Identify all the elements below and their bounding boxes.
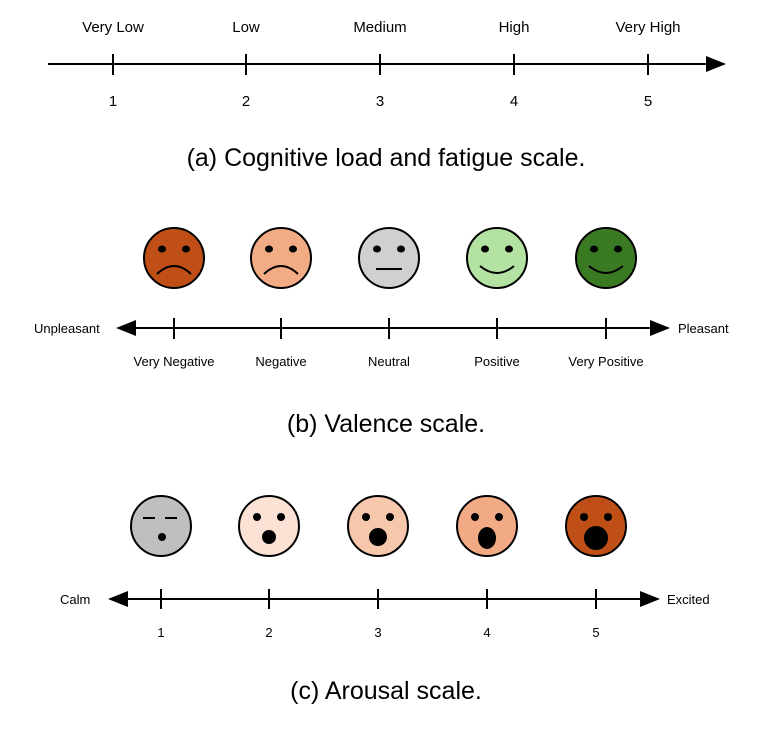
cognitive-number-label: 1 — [109, 93, 117, 110]
face-eye — [277, 513, 285, 521]
cognitive-number-label: 4 — [510, 93, 518, 110]
face-eye — [386, 513, 394, 521]
cognitive-number-label: 5 — [644, 93, 652, 110]
arousal-caption: (c) Arousal scale. — [290, 677, 482, 705]
cognitive-level-label: Very Low — [82, 19, 144, 36]
cognitive-level-label: Low — [232, 19, 260, 36]
cognitive-caption: (a) Cognitive load and fatigue scale. — [187, 144, 586, 172]
face-eye — [590, 245, 598, 253]
face-eye — [362, 513, 370, 521]
face-eye — [373, 245, 381, 253]
arousal-face-icon — [456, 495, 518, 557]
arousal-number-label: 2 — [265, 625, 272, 640]
cognitive-scale: Very Low 1 Low 2 Medium 3 High 4 Very High 5 (a) … — [48, 19, 726, 172]
face-eye — [253, 513, 261, 521]
cognitive-number-label: 3 — [376, 93, 384, 110]
arousal-face-icon — [238, 495, 300, 557]
arousal-number-label: 4 — [483, 625, 490, 640]
face-eye — [265, 245, 273, 253]
arousal-left-label: Calm — [60, 592, 90, 607]
face-eye — [158, 245, 166, 253]
valence-level-label: Very Positive — [568, 354, 643, 369]
arousal-number-label: 1 — [157, 625, 164, 640]
valence-level-label: Very Negative — [134, 354, 215, 369]
arousal-number-label: 5 — [592, 625, 599, 640]
valence-level-label: Negative — [255, 354, 306, 369]
face-eye — [604, 513, 612, 521]
face-mouth — [479, 265, 515, 274]
arousal-face-icon — [565, 495, 627, 557]
face-eye — [182, 245, 190, 253]
cognitive-level-label: Very High — [615, 19, 680, 36]
face-circle — [347, 495, 409, 557]
face-mouth — [369, 528, 387, 546]
face-eye — [580, 513, 588, 521]
cognitive-level-label: Medium — [353, 19, 406, 36]
arousal-face-icon — [130, 495, 192, 557]
face-eye — [289, 245, 297, 253]
face-eye — [614, 245, 622, 253]
face-eye — [505, 245, 513, 253]
arousal-right-label: Excited — [667, 592, 710, 607]
valence-level-label: Neutral — [368, 354, 410, 369]
valence-right-label: Pleasant — [678, 321, 729, 336]
face-mouth — [158, 533, 166, 541]
face-eye — [471, 513, 479, 521]
face-circle — [358, 227, 420, 289]
arousal-scale: Calm Excited 1 2 3 4 5 (c) Arousal scale. — [60, 495, 710, 705]
face-eye — [495, 513, 503, 521]
valence-left-label: Unpleasant — [34, 321, 100, 336]
valence-level-label: Positive — [474, 354, 520, 369]
face-circle — [250, 227, 312, 289]
arousal-face-icon — [347, 495, 409, 557]
valence-face-icon — [143, 227, 205, 289]
face-circle — [143, 227, 205, 289]
face-mouth — [588, 265, 624, 274]
cognitive-level-label: High — [499, 19, 530, 36]
face-circle — [466, 227, 528, 289]
valence-face-icon — [575, 227, 637, 289]
face-mouth — [263, 265, 299, 275]
arousal-number-label: 3 — [374, 625, 381, 640]
face-eye — [397, 245, 405, 253]
valence-face-icon — [466, 227, 528, 289]
face-mouth — [478, 527, 496, 549]
face-mouth — [156, 265, 192, 275]
valence-caption: (b) Valence scale. — [287, 410, 485, 438]
face-eye — [481, 245, 489, 253]
face-circle — [575, 227, 637, 289]
face-circle — [456, 495, 518, 557]
face-mouth — [584, 526, 608, 550]
face-circle — [130, 495, 192, 557]
valence-face-icon — [358, 227, 420, 289]
face-circle — [238, 495, 300, 557]
valence-scale: Unpleasant Pleasant Very Negative Negativ… — [34, 227, 729, 438]
valence-face-icon — [250, 227, 312, 289]
cognitive-number-label: 2 — [242, 93, 250, 110]
face-mouth — [262, 530, 276, 544]
